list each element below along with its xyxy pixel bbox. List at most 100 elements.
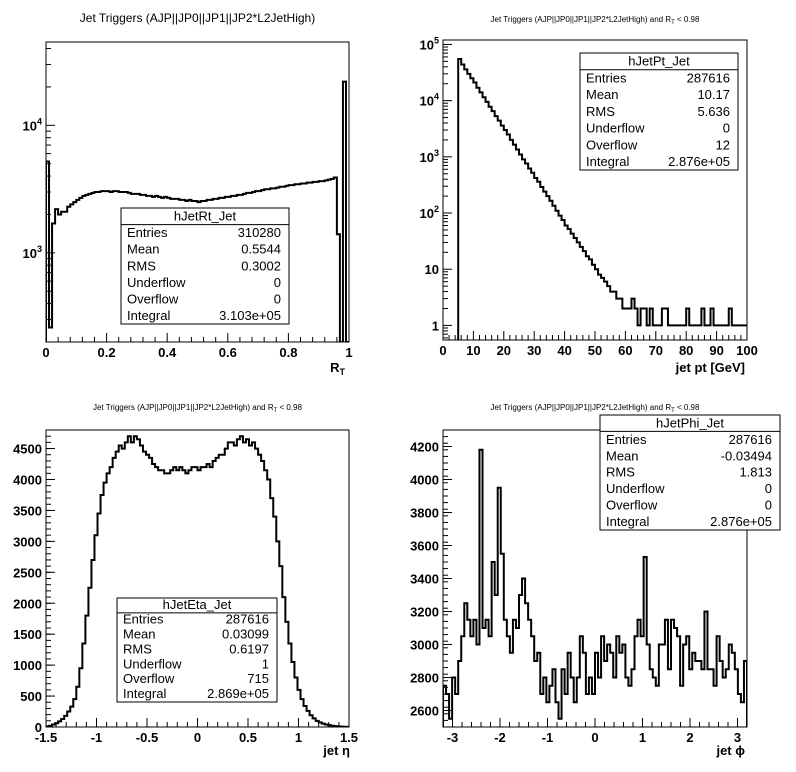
stats-box-frame bbox=[120, 207, 290, 325]
stats-value: 2.876e+05 bbox=[668, 154, 730, 169]
y-tick-label: 10 bbox=[425, 262, 439, 277]
title-subscript: T bbox=[671, 20, 675, 26]
y-tick-label: 2500 bbox=[13, 565, 42, 580]
y-tick-label: 103 bbox=[420, 148, 439, 165]
y-tick-label: 3500 bbox=[13, 503, 42, 518]
y-tick-label: 104 bbox=[420, 92, 439, 109]
x-tick-label: 0.8 bbox=[279, 345, 297, 360]
stats-value: 2.869e+05 bbox=[207, 686, 269, 701]
y-tick-label: 1500 bbox=[13, 627, 42, 642]
title-suffix: < 0.98 bbox=[675, 15, 700, 24]
y-tick-label: 4200 bbox=[410, 440, 439, 455]
stats-label: Overflow bbox=[123, 671, 175, 686]
stats-value: 287616 bbox=[226, 612, 269, 627]
stats-label: RMS bbox=[606, 465, 635, 480]
x-tick-label: 0.4 bbox=[158, 345, 177, 360]
stats-label: Entries bbox=[123, 612, 164, 627]
x-axis-label: jet pt [GeV] bbox=[675, 360, 745, 375]
y-tick-label: 104 bbox=[23, 116, 42, 133]
stats-value: 0 bbox=[723, 121, 730, 136]
x-tick-label: 70 bbox=[649, 343, 663, 358]
title-subscript: T bbox=[671, 408, 675, 414]
x-tick-label: -2 bbox=[494, 730, 506, 745]
x-axis-label: jet ϕ bbox=[715, 743, 745, 758]
y-tick-label: 3200 bbox=[410, 605, 439, 620]
x-tick-label: 100 bbox=[736, 343, 758, 358]
y-tick-label: 3600 bbox=[410, 539, 439, 554]
y-tick-exponent: 3 bbox=[434, 148, 439, 158]
stats-value: 715 bbox=[247, 671, 269, 686]
stats-value: 310280 bbox=[238, 225, 281, 240]
x-tick-label: 40 bbox=[557, 343, 571, 358]
y-tick-exponent: 3 bbox=[37, 244, 42, 254]
stats-label: Overflow bbox=[127, 291, 179, 306]
x-axis-label: jet η bbox=[322, 743, 350, 758]
stats-label: Integral bbox=[606, 514, 649, 529]
x-tick-label: 60 bbox=[618, 343, 632, 358]
stats-label: Overflow bbox=[586, 137, 638, 152]
x-tick-label: 1.5 bbox=[340, 730, 358, 745]
stats-value: 2.876e+05 bbox=[710, 514, 772, 529]
stats-box-frame bbox=[116, 597, 278, 703]
title-suffix: < 0.98 bbox=[277, 403, 302, 412]
stats-label: Integral bbox=[123, 686, 166, 701]
x-tick-label: 0.2 bbox=[98, 345, 116, 360]
x-tick-label: 2 bbox=[686, 730, 693, 745]
x-tick-label: 0 bbox=[439, 343, 446, 358]
stats-label: Integral bbox=[586, 154, 629, 169]
y-tick-label: 2600 bbox=[410, 704, 439, 719]
stats-label: Integral bbox=[127, 308, 170, 323]
y-tick-label: 103 bbox=[23, 244, 42, 261]
stats-value: 0.6197 bbox=[229, 641, 269, 656]
y-tick-exponent: 4 bbox=[37, 116, 42, 126]
stats-value: 1.813 bbox=[739, 465, 772, 480]
x-tick-label: 1 bbox=[295, 730, 302, 745]
stats-value: -0.03494 bbox=[721, 448, 772, 463]
stats-label: Entries bbox=[606, 432, 647, 447]
stats-label: Underflow bbox=[123, 656, 182, 671]
stats-label: Overflow bbox=[606, 498, 658, 513]
stats-box-name: hJetPhi_Jet bbox=[656, 415, 724, 430]
pad-eta: Jet Triggers (AJP||JP0||JP1||JP2*L2JetHi… bbox=[13, 403, 358, 758]
x-tick-label: 1 bbox=[345, 345, 352, 360]
histogram-line bbox=[443, 448, 747, 727]
stats-value: 0.3002 bbox=[241, 258, 281, 273]
y-tick-label: 105 bbox=[420, 35, 439, 52]
y-tick-label: 3400 bbox=[410, 572, 439, 587]
stats-box-name: hJetRt_Jet bbox=[174, 209, 237, 224]
y-tick-label: 4500 bbox=[13, 442, 42, 457]
histogram-line bbox=[46, 435, 349, 727]
stats-box-name: hJetPt_Jet bbox=[628, 54, 690, 69]
pad-phi: Jet Triggers (AJP||JP0||JP1||JP2*L2JetHi… bbox=[410, 403, 781, 758]
pad-rt: Jet Triggers (AJP||JP0||JP1||JP2*L2JetHi… bbox=[23, 11, 353, 377]
stats-label: Underflow bbox=[127, 275, 186, 290]
y-tick-label: 0 bbox=[35, 720, 42, 735]
x-tick-label: 0.6 bbox=[219, 345, 237, 360]
title-suffix: < 0.98 bbox=[675, 403, 700, 412]
histogram-line bbox=[46, 80, 349, 342]
x-tick-label: 30 bbox=[527, 343, 541, 358]
y-tick-label: 3000 bbox=[410, 638, 439, 653]
stats-box: hJetPhi_Jet Entries 287616 Mean -0.03494 RMS 1… bbox=[599, 414, 781, 531]
y-tick-label: 2000 bbox=[13, 596, 42, 611]
stats-value: 12 bbox=[716, 137, 730, 152]
stats-box: hJetRt_Jet Entries 310280 Mean 0.5544 RMS 0.30… bbox=[120, 207, 290, 325]
stats-label: Mean bbox=[586, 87, 619, 102]
chart-title: Jet Triggers (AJP||JP0||JP1||JP2*L2JetHi… bbox=[491, 403, 700, 414]
y-tick-label: 4000 bbox=[13, 473, 42, 488]
x-tick-label: 0.5 bbox=[239, 730, 257, 745]
x-tick-label: 3 bbox=[734, 730, 741, 745]
x-tick-label: 90 bbox=[709, 343, 723, 358]
x-tick-label: -1 bbox=[91, 730, 103, 745]
x-tick-label: 0 bbox=[591, 730, 598, 745]
stats-label: Mean bbox=[127, 242, 160, 257]
x-tick-label: 50 bbox=[588, 343, 602, 358]
y-tick-label: 2800 bbox=[410, 671, 439, 686]
stats-label: RMS bbox=[123, 641, 152, 656]
stats-value: 287616 bbox=[687, 70, 730, 85]
chart-title: Jet Triggers (AJP||JP0||JP1||JP2*L2JetHi… bbox=[491, 15, 700, 26]
pad-pt: Jet Triggers (AJP||JP0||JP1||JP2*L2JetHi… bbox=[420, 15, 758, 375]
stats-value: 0 bbox=[765, 498, 772, 513]
